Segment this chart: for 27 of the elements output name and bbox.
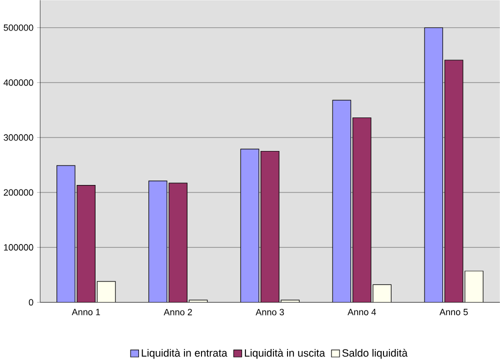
bar — [148, 180, 167, 302]
x-tick-label: Anno 4 — [348, 308, 376, 316]
x-tick-label: Anno 5 — [440, 308, 468, 316]
bar — [464, 270, 484, 302]
bar — [373, 284, 392, 302]
bar — [168, 183, 188, 302]
bar — [240, 148, 259, 302]
bar — [352, 118, 371, 302]
bar — [77, 185, 96, 302]
y-tick-label: 200000 — [4, 189, 34, 196]
y-tick-label: 0 — [28, 299, 34, 306]
y-tick-label: 400000 — [4, 79, 34, 86]
x-tick-label: Anno 1 — [72, 308, 100, 316]
y-tick-label: 100000 — [4, 244, 34, 251]
x-tick-label: Anno 2 — [164, 308, 192, 316]
legend-label: Saldo liquidità — [342, 348, 408, 359]
bar — [260, 151, 280, 302]
bar — [424, 27, 444, 302]
legend-label: Liquidità in entrata — [142, 348, 228, 359]
bar — [444, 60, 464, 302]
bar — [97, 281, 116, 302]
bar — [332, 100, 351, 302]
y-tick-label: 300000 — [4, 134, 34, 141]
legend-label: Liquidità in uscita — [244, 348, 326, 359]
x-tick-label: Anno 3 — [256, 308, 284, 316]
y-tick-label: 500000 — [4, 24, 34, 31]
bar — [56, 165, 76, 302]
